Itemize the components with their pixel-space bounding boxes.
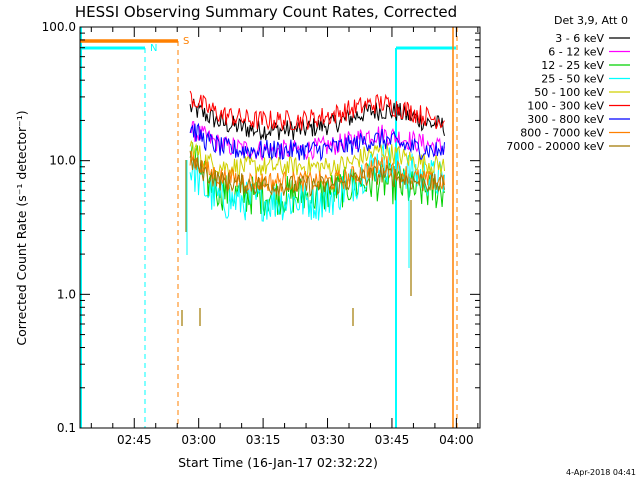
legend-label-2: 6 - 12 keV: [548, 46, 604, 59]
y-tick-label-4: 100.0: [42, 20, 76, 34]
n-annotation-label: N: [150, 43, 157, 54]
series-line-2: [189, 121, 445, 162]
legend-header: Det 3,9, Att 0: [554, 14, 628, 27]
legend-label-4: 25 - 50 keV: [541, 73, 604, 86]
legend-label-5: 50 - 100 keV: [534, 86, 604, 99]
y-tick-label-1: 0.1: [57, 421, 76, 435]
chart-title: HESSI Observing Summary Count Rates, Cor…: [75, 3, 457, 21]
y-tick-label-3: 10.0: [49, 154, 76, 168]
legend-label-7: 300 - 800 keV: [527, 113, 604, 126]
y-tick-label-2: 1.0: [57, 287, 76, 301]
y-axis-label: Corrected Count Rate (s⁻¹ detector⁻¹): [14, 110, 29, 345]
series-line-7: [189, 122, 445, 162]
s-annotation-label: S: [183, 36, 189, 47]
series-line-9: [189, 150, 445, 198]
x-tick-label-5: 03:45: [375, 433, 410, 447]
x-tick-label-6: 04:00: [439, 433, 474, 447]
timestamp-label: 4-Apr-2018 04:41: [566, 468, 636, 477]
x-tick-label-2: 03:00: [181, 433, 216, 447]
axes-frame: [79, 26, 481, 429]
legend-label-1: 3 - 6 keV: [555, 32, 604, 45]
x-axis-label: Start Time (16-Jan-17 02:32:22): [178, 455, 378, 470]
x-tick-label-1: 02:45: [117, 433, 152, 447]
legend-label-9: 7000 - 20000 keV: [506, 140, 604, 153]
legend-label-6: 100 - 300 keV: [527, 100, 604, 113]
series-line-6: [189, 90, 445, 131]
x-tick-label-4: 03:30: [310, 433, 345, 447]
legend-label-8: 800 - 7000 keV: [520, 127, 604, 140]
legend-label-3: 12 - 25 keV: [541, 59, 604, 72]
plot-area: N S 0.1 1.0 10.0 100.0 02:45 03:00 03:15 03:30 03:…: [42, 20, 481, 447]
x-tick-label-3: 03:15: [246, 433, 281, 447]
